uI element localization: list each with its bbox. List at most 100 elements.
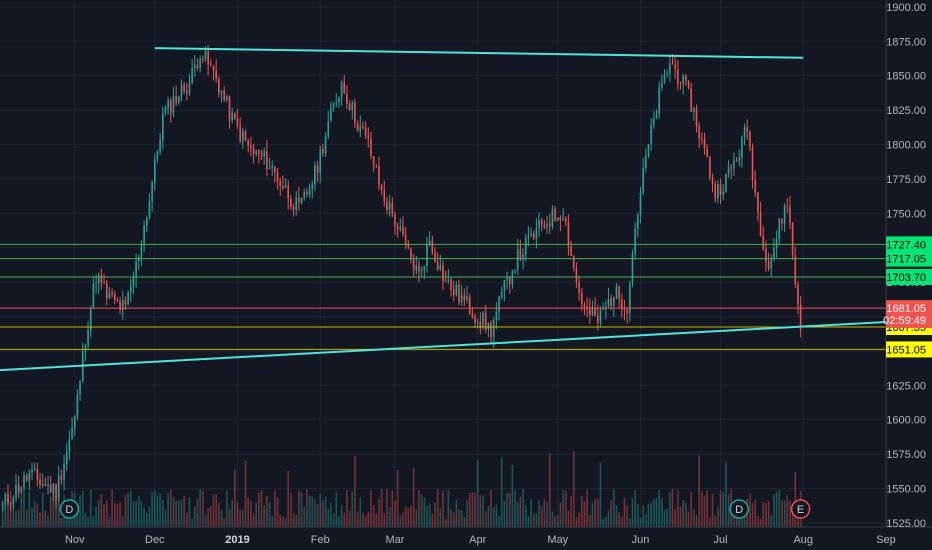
candle-body (463, 295, 466, 300)
volume-bar (340, 505, 343, 527)
candle-body (228, 96, 231, 121)
price-tag-label: 1651.05 (886, 344, 926, 356)
candle-body (351, 102, 354, 110)
candle-body (386, 201, 388, 210)
volume-bar (60, 517, 63, 527)
volume-bar (666, 508, 668, 527)
volume-bar (431, 514, 434, 527)
volume-bar (439, 508, 442, 527)
volume-bar (316, 503, 319, 527)
candle-body (84, 346, 87, 352)
candle-body (535, 227, 538, 239)
volume-bar (186, 512, 188, 527)
candle-body (44, 483, 47, 486)
candle-body (247, 140, 249, 146)
volume-bar (548, 453, 551, 527)
time-axis[interactable]: Nov Dec 2019 Feb Mar Apr May Jun Jul Aug Sep (65, 534, 896, 546)
volume-bar (778, 489, 781, 527)
candle-body (757, 192, 759, 213)
candle-body (447, 279, 450, 282)
candle-body (687, 81, 690, 89)
volume-bar (767, 501, 770, 527)
price-tag-bg (886, 268, 932, 285)
volume-bar (39, 512, 41, 527)
candle-body (450, 279, 452, 290)
volume-bar (156, 495, 159, 527)
candle-body (775, 238, 778, 248)
candle-body (519, 248, 522, 260)
volume-bar (781, 500, 783, 527)
candle-body (671, 63, 674, 65)
volume-bar (378, 499, 380, 527)
horizontal-levels[interactable] (0, 243, 886, 350)
volume-bar (580, 495, 583, 527)
volume-bar (287, 470, 290, 527)
volume-bar (524, 505, 527, 527)
candle-body (220, 90, 223, 94)
candle-body (623, 309, 626, 311)
trend-lines[interactable] (0, 47, 887, 372)
volume-bar (423, 497, 426, 527)
volume-bar (679, 506, 682, 527)
candle-body (631, 253, 634, 285)
volume-bar (4, 499, 7, 527)
price-tick-label: 1550.00 (886, 483, 926, 495)
volume-bar (25, 509, 28, 527)
volume-bar (89, 489, 92, 527)
volume-bar (396, 469, 399, 527)
candle-body (634, 228, 636, 254)
candle-body (79, 380, 81, 395)
candle-body (282, 185, 284, 188)
candle-body (538, 220, 540, 228)
candle-body (751, 147, 754, 180)
candle-body (596, 315, 599, 323)
volume-bar (346, 490, 348, 527)
upper-trendline[interactable] (154, 47, 804, 59)
candle-body (703, 138, 706, 149)
candle-body (140, 244, 143, 257)
candle-body (669, 63, 671, 74)
candle-body (68, 439, 71, 452)
volume-bar (583, 501, 586, 527)
volume-bar (129, 490, 132, 527)
price-tick-label: 1800.00 (886, 139, 926, 151)
volume-bar (618, 512, 620, 527)
volume-bar (391, 490, 394, 527)
volume-bar (100, 494, 103, 527)
candle-body (260, 154, 263, 157)
volume-bar (420, 494, 423, 527)
candle-body (316, 165, 319, 173)
price-tag-bg (886, 236, 932, 253)
volume-bar (610, 500, 612, 527)
volume-bar (164, 509, 167, 527)
candle-body (658, 87, 660, 115)
volume-bar (210, 506, 212, 527)
time-tick-label: May (547, 534, 568, 546)
candle-body (754, 179, 757, 193)
volume-bar (535, 513, 538, 527)
event-marker[interactable] (790, 499, 811, 519)
volume-bar (399, 515, 402, 527)
candle-body (591, 307, 594, 315)
volume-bar (588, 515, 591, 527)
candle-body (335, 102, 338, 104)
event-marker[interactable] (729, 499, 749, 519)
candle-body (145, 218, 148, 226)
volume-bar (23, 490, 25, 527)
candle-body (674, 64, 676, 69)
candle-body (268, 167, 271, 170)
event-marker[interactable] (59, 499, 80, 519)
volume-bar (175, 500, 177, 527)
lower-trendline[interactable] (0, 320, 887, 372)
volume-bar (380, 489, 383, 527)
candle-body (642, 167, 644, 193)
volume-bar (703, 495, 706, 527)
candle-body (610, 298, 612, 306)
volume-bar (298, 490, 300, 527)
volume-bar (722, 492, 725, 527)
candle-body (188, 83, 191, 94)
candle-body (495, 311, 498, 320)
volume-bar (47, 515, 49, 527)
